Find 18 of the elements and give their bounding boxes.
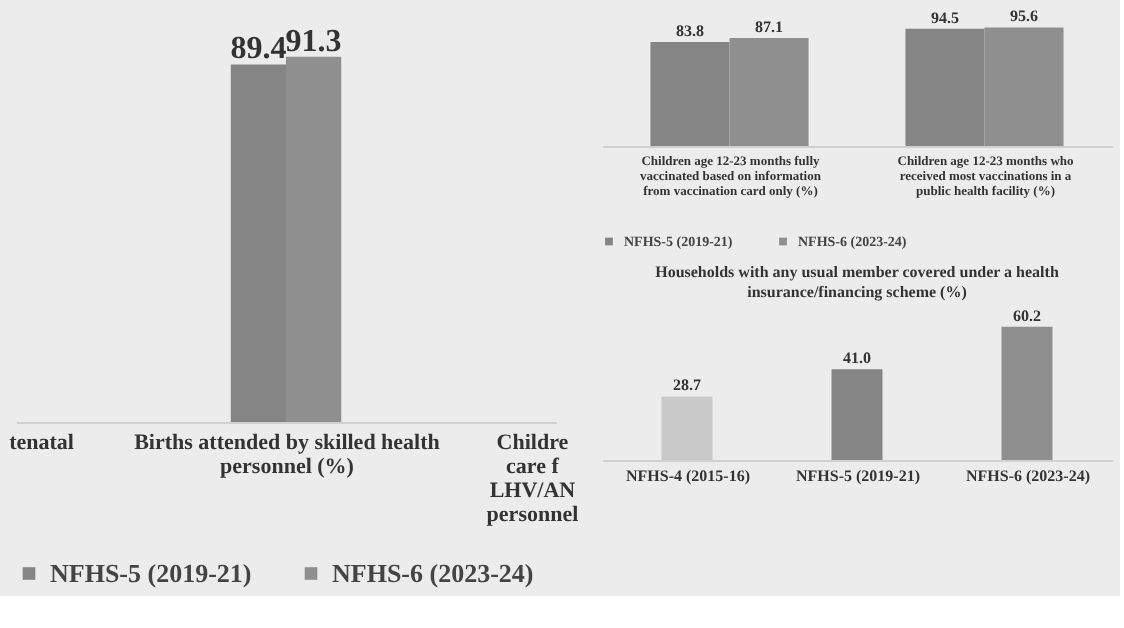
x-tick-label: NFHS-5 (2019-21) bbox=[796, 467, 921, 485]
legend-label: NFHS-5 (2019-21) bbox=[50, 557, 252, 588]
legend-label: NFHS-6 (2023-24) bbox=[332, 557, 534, 588]
data-label: 91.3 bbox=[285, 24, 342, 59]
x-tick-label: tenatal bbox=[9, 431, 74, 455]
chart-title: Households with any usual member covered under a health insurance/financing scheme (%) bbox=[655, 262, 1060, 301]
data-label: 41.0 bbox=[843, 349, 871, 368]
data-label: 95.6 bbox=[1010, 7, 1039, 26]
data-label: 87.1 bbox=[755, 18, 784, 36]
data-label: 89.4 bbox=[230, 32, 287, 67]
x-tick-label: NFHS-4 (2015-16) bbox=[626, 467, 751, 485]
data-label: 83.8 bbox=[675, 22, 704, 41]
x-tick-label: Births attended by skilled health personnel (%) bbox=[134, 431, 440, 479]
data-label: 60.2 bbox=[1013, 306, 1041, 325]
x-tick-label: Childre care f LHV/AN personnel bbox=[486, 431, 579, 527]
data-label: 28.7 bbox=[673, 376, 701, 395]
x-tick-label: NFHS-6 (2023-24) bbox=[966, 467, 1091, 485]
data-label: 94.5 bbox=[930, 8, 959, 27]
